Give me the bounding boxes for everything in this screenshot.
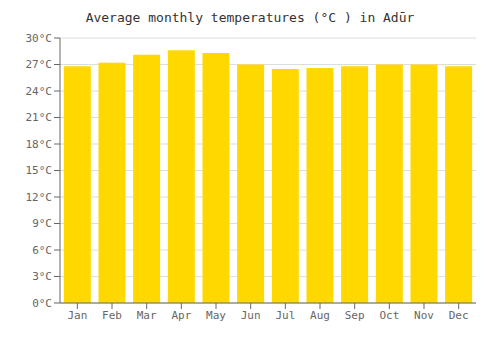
svg-text:9°C: 9°C [32,217,52,230]
html-text:Average monthly temperatures (: Average monthly temperatures (°C ) in Ad… [85,10,415,25]
svg-text:30°C: 30°C [26,32,53,45]
svg-text:Feb: Feb [102,309,122,322]
svg-text:3°C: 3°C [32,270,52,283]
svg-text:Jul: Jul [275,309,295,322]
svg-text:Apr: Apr [171,309,191,322]
svg-text:Jan: Jan [67,309,87,322]
svg-text:0°C: 0°C [32,297,52,310]
svg-text:12°C: 12°C [26,191,53,204]
svg-text:Jun: Jun [241,309,261,322]
svg-text:Dec: Dec [449,309,469,322]
svg-text:Oct: Oct [379,309,399,322]
svg-text:May: May [206,309,226,322]
svg-text:27°C: 27°C [26,58,53,71]
svg-text:18°C: 18°C [26,138,53,151]
svg-text:21°C: 21°C [26,111,53,124]
svg-text:Nov: Nov [414,309,434,322]
svg-text:Sep: Sep [345,309,365,322]
svg-text:24°C: 24°C [26,85,53,98]
svg-text:Mar: Mar [137,309,157,322]
svg-text:6°C: 6°C [32,244,52,257]
svg-text:Aug: Aug [310,309,330,322]
svg-text:15°C: 15°C [26,164,53,177]
